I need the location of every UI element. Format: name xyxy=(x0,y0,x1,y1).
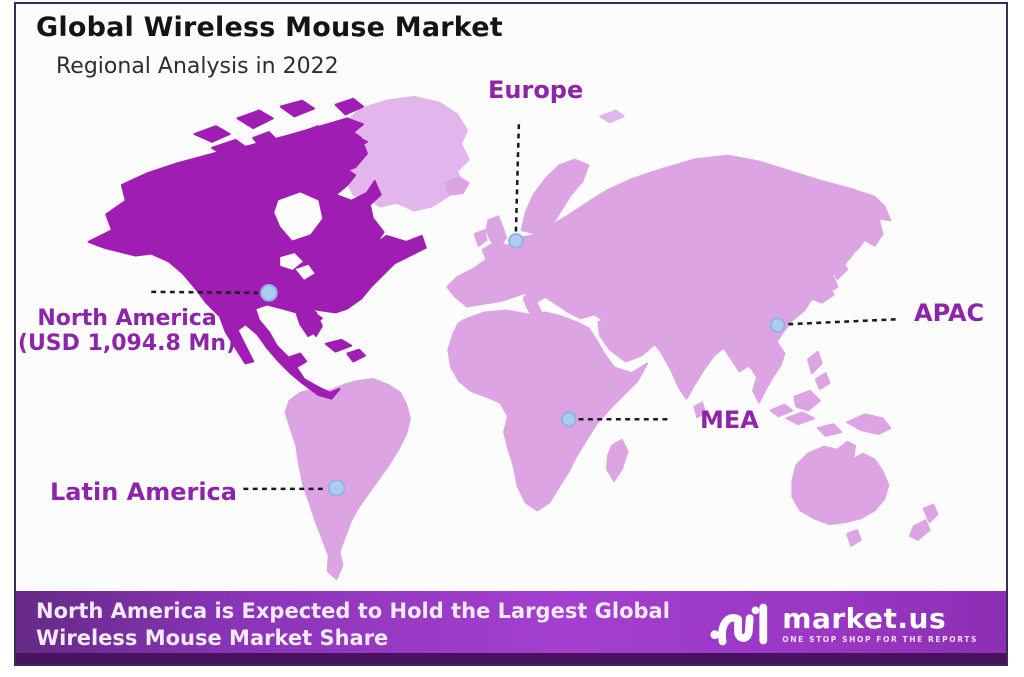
map-borneo xyxy=(793,389,821,412)
infographic-frame: Global Wireless Mouse Market Regional An… xyxy=(14,2,1008,666)
banner-headline: North America is Expected to Hold the La… xyxy=(36,598,670,652)
map-na-arctic-3 xyxy=(279,99,315,118)
marker-apac xyxy=(769,317,786,334)
map-philippines-1 xyxy=(807,350,823,375)
marker-mea xyxy=(560,411,577,428)
marketus-tagline: ONE STOP SHOP FOR THE REPORTS xyxy=(782,634,978,644)
map-light-continents xyxy=(284,95,939,581)
map-great-lake-2 xyxy=(295,264,315,280)
marketus-logo-text: market.us ONE STOP SHOP FOR THE REPORTS xyxy=(782,601,978,644)
marketus-logo: market.us ONE STOP SHOP FOR THE REPORTS xyxy=(708,599,978,649)
connector-europe xyxy=(514,124,521,233)
map-new-zealand-south xyxy=(908,519,931,541)
map-australia xyxy=(791,440,890,526)
map-iceland xyxy=(444,176,470,196)
map-indonesia-3 xyxy=(816,423,843,437)
map-na-cuba xyxy=(324,338,353,353)
map-tasmania xyxy=(846,529,862,547)
marker-north-america xyxy=(260,284,278,302)
map-svalbard xyxy=(599,109,625,124)
bottom-banner: North America is Expected to Hold the La… xyxy=(16,591,1006,664)
markers xyxy=(260,233,786,497)
region-label-north-america-value: (USD 1,094.8 Mn) xyxy=(17,331,237,356)
map-na-arctic-2 xyxy=(236,109,274,130)
map-japan-3 xyxy=(822,276,839,294)
banner-headline-line2: Wireless Mouse Market Share xyxy=(36,626,389,650)
marketus-logo-icon xyxy=(710,603,768,646)
map-north-america xyxy=(87,97,427,400)
map-great-lake-1 xyxy=(280,253,303,270)
map-japan-1 xyxy=(838,242,855,265)
page-title: Global Wireless Mouse Market xyxy=(36,12,503,43)
region-label-north-america-name: North America xyxy=(37,306,217,331)
map-indonesia-2 xyxy=(785,411,815,426)
region-label-apac: APAC xyxy=(914,299,985,327)
map-na-water xyxy=(274,192,323,280)
map-africa xyxy=(447,309,649,512)
map-na-victoria xyxy=(211,138,251,161)
map-indonesia-1 xyxy=(769,403,794,418)
map-na-hispaniola xyxy=(346,348,366,363)
region-label-mea: MEA xyxy=(700,406,759,434)
map-new-zealand-north xyxy=(922,503,939,524)
connector-apac xyxy=(788,318,897,326)
world-map xyxy=(87,95,939,581)
map-na-arctic-1 xyxy=(193,125,231,143)
region-label-north-america: North America (USD 1,094.8 Mn) xyxy=(16,306,242,356)
map-na-florida xyxy=(303,307,323,337)
map-na-arctic-5 xyxy=(334,97,364,116)
map-arabia xyxy=(597,313,657,363)
map-new-guinea xyxy=(846,413,892,435)
banner-headline-line1: North America is Expected to Hold the La… xyxy=(36,599,670,623)
map-ireland xyxy=(473,229,488,247)
map-sakhalin xyxy=(846,213,860,239)
marker-latin-america xyxy=(327,479,346,497)
connectors xyxy=(151,124,897,491)
region-label-latin-america: Latin America xyxy=(50,478,237,506)
region-label-europe: Europe xyxy=(488,76,584,104)
map-philippines-2 xyxy=(814,372,831,390)
map-sri-lanka xyxy=(693,401,707,419)
map-japan-2 xyxy=(830,258,849,281)
map-south-america xyxy=(284,378,412,581)
map-madagascar xyxy=(606,438,629,483)
map-na-baffin xyxy=(320,127,368,175)
map-hudson-bay xyxy=(274,192,323,241)
marker-europe xyxy=(508,233,524,249)
map-na-arctic-6 xyxy=(252,131,278,149)
page-subtitle: Regional Analysis in 2022 xyxy=(56,54,339,79)
map-greenland xyxy=(338,95,470,212)
marketus-wordmark: market.us xyxy=(782,601,947,635)
